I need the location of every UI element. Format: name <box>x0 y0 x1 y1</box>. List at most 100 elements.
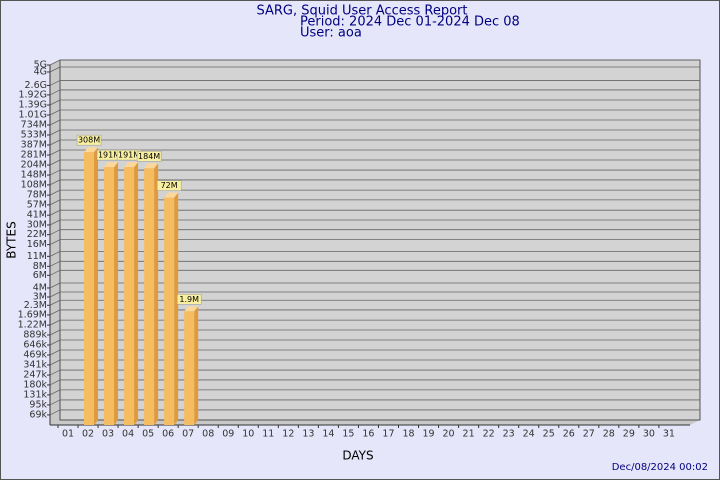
y-tick-label: 533M <box>21 130 47 141</box>
x-tick-label: 17 <box>382 429 394 440</box>
grid-line <box>49 66 61 73</box>
grid-line <box>49 250 61 257</box>
y-tick-label: 4M <box>33 282 47 293</box>
grid-line <box>49 389 61 396</box>
value-label: 191M <box>118 151 140 160</box>
y-tick-label: 387M <box>21 140 47 151</box>
y-tick-label: 204M <box>21 160 47 171</box>
grid-line <box>49 59 61 66</box>
bar <box>124 167 135 425</box>
y-tick-label: 131k <box>23 389 47 400</box>
x-tick-label: 03 <box>102 429 114 440</box>
bar <box>164 197 175 425</box>
grid-line <box>49 189 61 196</box>
y-tick-label: 6M <box>33 270 47 281</box>
x-tick-label: 19 <box>422 429 434 440</box>
x-axis-label: DAYS <box>342 449 373 463</box>
y-tick-label: 5G <box>34 60 47 71</box>
y-tick-label: 2.3M <box>24 300 47 311</box>
bar-top <box>184 306 199 312</box>
chart-subtitle: Period: 2024 Dec 01-2024 Dec 08 <box>300 15 520 30</box>
grid-line <box>49 379 61 386</box>
x-tick-label: 27 <box>583 429 595 440</box>
y-axis-label: BYTES <box>5 221 19 258</box>
x-tick-label: 28 <box>603 429 615 440</box>
footer: Dec/08/2024 00:02 <box>612 462 708 473</box>
x-tick-label: 29 <box>623 429 635 440</box>
x-tick-label: 01 <box>62 429 74 440</box>
bar-side <box>94 147 99 425</box>
x-tick-label: 30 <box>643 429 655 440</box>
y-tick-label: 11M <box>27 251 47 262</box>
bar-top <box>124 162 139 168</box>
value-label: 184M <box>138 152 160 161</box>
grid-line <box>49 399 61 406</box>
x-tick-label: 14 <box>322 429 334 440</box>
grid-line <box>49 80 61 86</box>
y-tick-label: 734M <box>21 119 47 130</box>
bar-side <box>154 163 159 425</box>
x-tick-label: 20 <box>443 429 455 440</box>
bar-top <box>144 163 159 169</box>
y-tick-label: 1.01G <box>18 110 47 121</box>
y-tick-label: 69k <box>29 409 47 420</box>
y-tick-label: 78M <box>27 190 47 201</box>
y-tick-label: 469k <box>23 350 47 361</box>
y-tick-label: 95k <box>29 399 47 410</box>
grid-line <box>49 209 61 216</box>
x-tick-label: 15 <box>342 429 354 440</box>
x-tick-label: 16 <box>362 429 374 440</box>
y-tick-label: 16M <box>27 239 47 250</box>
x-tick-label: 23 <box>503 429 515 440</box>
x-tick-label: 07 <box>182 429 194 440</box>
bar-side <box>134 162 139 425</box>
grid-line <box>49 369 61 376</box>
x-tick-label: 02 <box>82 429 94 440</box>
y-tick-label: 8M <box>33 261 47 272</box>
y-tick-label: 1.92G <box>18 89 47 100</box>
grid-line <box>49 139 61 146</box>
bar-side <box>194 306 199 425</box>
bar-top <box>84 147 99 153</box>
x-tick-label: 25 <box>543 429 555 440</box>
bar <box>104 167 115 425</box>
grid-line <box>49 359 61 366</box>
y-tick-label: 4G <box>34 66 47 77</box>
x-tick-label: 08 <box>202 429 214 440</box>
y-tick-label: 148M <box>21 170 47 181</box>
y-tick-label: 57M <box>27 199 47 210</box>
x-tick-label: 05 <box>142 429 154 440</box>
x-tick-label: 12 <box>282 429 294 440</box>
bar-side <box>174 192 179 425</box>
grid-line <box>49 229 61 236</box>
grid-line <box>49 239 61 245</box>
grid-line <box>49 89 61 96</box>
x-tick-label: 13 <box>302 429 314 440</box>
x-tick-label: 24 <box>523 429 535 440</box>
chart-subtitle: User: aoa <box>300 26 362 41</box>
grid-line <box>49 291 61 298</box>
value-label-box <box>176 294 202 305</box>
grid-line <box>49 309 61 316</box>
x-tick-label: 04 <box>122 429 134 440</box>
value-label: 308M <box>78 136 100 145</box>
y-tick-label: 1.22M <box>18 320 47 331</box>
y-tick-label: 2.6G <box>25 80 47 91</box>
x-tick-label: 21 <box>463 429 475 440</box>
y-tick-label: 1.69M <box>18 309 47 320</box>
bar <box>144 168 155 425</box>
y-tick-label: 281M <box>21 150 47 161</box>
grid-line <box>49 109 61 116</box>
value-label-box <box>156 180 182 191</box>
grid-line <box>49 282 61 289</box>
bar-side <box>114 162 119 425</box>
y-tick-label: 3M <box>33 291 47 302</box>
grid-line <box>49 409 61 416</box>
y-tick-label: 646k <box>23 339 47 350</box>
x-tick-label: 31 <box>663 429 675 440</box>
grid-line <box>49 329 61 336</box>
chart-title: SARG, Squid User Access Report <box>257 4 468 19</box>
grid-line <box>49 169 61 176</box>
grid-line <box>49 260 61 267</box>
